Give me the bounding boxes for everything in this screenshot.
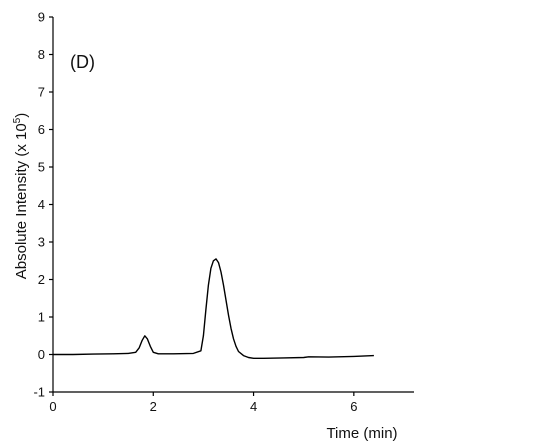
y-tick-label: 5 (38, 160, 45, 175)
x-tick-label: 2 (150, 399, 157, 414)
y-tick-label: 0 (38, 347, 45, 362)
y-tick-label: -1 (33, 385, 45, 400)
x-axis-title: Time (min) (326, 425, 397, 441)
series-layer (53, 258, 374, 359)
y-axis-title-close: ) (13, 113, 30, 118)
x-tick-label: 0 (49, 399, 56, 414)
panel-label: (D) (70, 52, 95, 72)
y-tick-label: 7 (38, 85, 45, 100)
y-tick-label: 6 (38, 122, 45, 137)
ticks: -1 0 1 2 3 4 5 6 7 8 9 0 2 4 6 (33, 10, 357, 415)
y-tick-label: 9 (38, 10, 45, 25)
y-axis-title-main: Absolute Intensity (x 10 (13, 123, 30, 279)
x-tick-label: 6 (350, 399, 357, 414)
y-axis-title-exponent: 5 (12, 117, 23, 123)
y-axis-title: Absolute Intensity (x 105) (12, 113, 30, 279)
chromatogram-series-line (53, 258, 374, 359)
x-tick-label: 4 (250, 399, 257, 414)
axes (52, 17, 414, 393)
y-tick-label: 1 (38, 310, 45, 325)
y-tick-label: 8 (38, 47, 45, 62)
y-tick-label: 4 (38, 197, 45, 212)
y-tick-label: 2 (38, 272, 45, 287)
y-tick-label: 3 (38, 235, 45, 250)
